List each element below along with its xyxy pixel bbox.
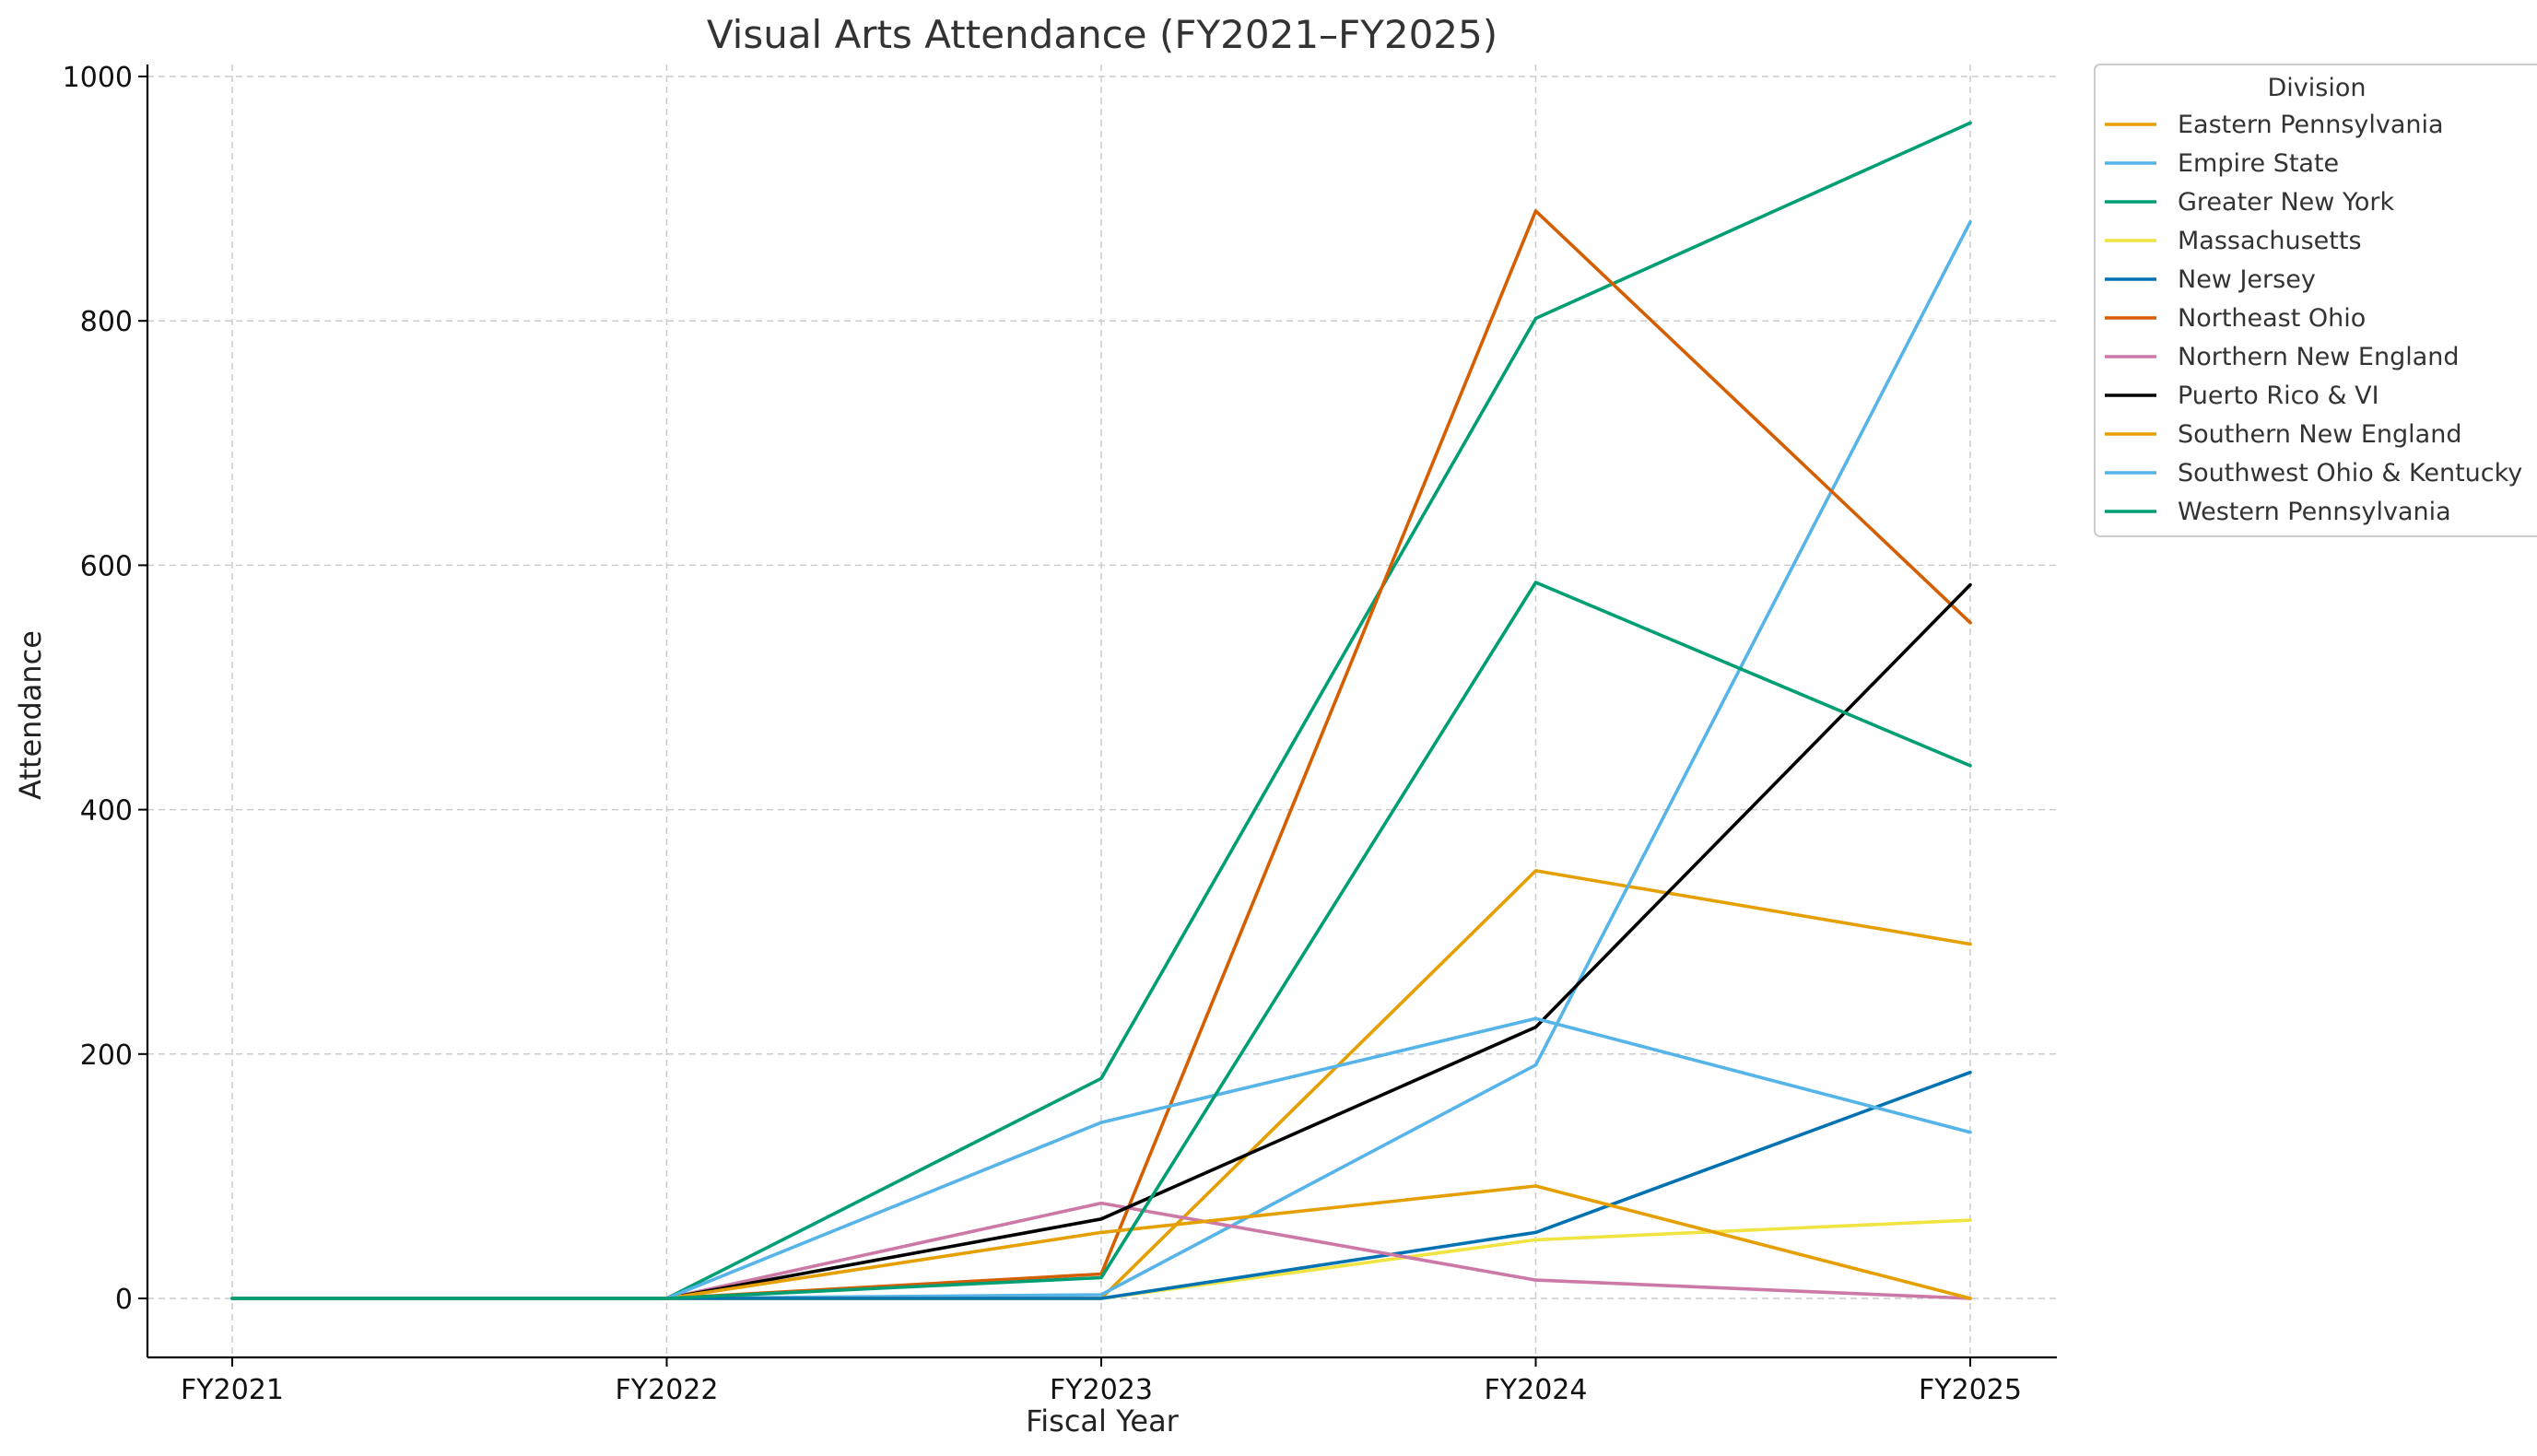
- legend: Division Eastern Pennsylvania Empire Stat…: [2094, 64, 2537, 537]
- x-tick-label: FY2023: [1050, 1374, 1153, 1406]
- legend-label-northeast-ohio: Northeast Ohio: [2178, 304, 2366, 333]
- legend-title: Division: [2268, 74, 2367, 102]
- legend-box: [2094, 64, 2537, 537]
- series-layer: [230, 121, 1972, 1300]
- legend-label-puerto-rico-vi: Puerto Rico & VI: [2178, 382, 2379, 410]
- y-tick-label: 800: [80, 306, 133, 338]
- y-tick-label: 200: [80, 1039, 133, 1072]
- legend-label-northern-new-england: Northern New England: [2178, 343, 2460, 371]
- x-tick-label: FY2024: [1485, 1374, 1588, 1406]
- legend-label-southwest-ohio-kentucky: Southwest Ohio & Kentucky: [2178, 459, 2522, 487]
- x-tick-label: FY2025: [1919, 1374, 2022, 1406]
- legend-label-new-jersey: New Jersey: [2178, 265, 2316, 294]
- legend-label-southern-new-england: Southern New England: [2178, 420, 2461, 449]
- y-tick-label: 600: [80, 550, 133, 582]
- legend-label-greater-new-york: Greater New York: [2178, 188, 2394, 217]
- x-tick-label: FY2021: [181, 1374, 284, 1406]
- x-tick-label: FY2022: [616, 1374, 719, 1406]
- legend-label-eastern-pennsylvania: Eastern Pennsylvania: [2178, 111, 2444, 139]
- series-line-empire-state: [230, 220, 1972, 1300]
- y-tick-label: 1000: [63, 62, 133, 94]
- gridlines: [147, 65, 2057, 1357]
- legend-label-empire-state: Empire State: [2178, 149, 2339, 178]
- y-tick-label: 0: [115, 1284, 133, 1316]
- legend-label-massachusetts: Massachusetts: [2178, 227, 2362, 255]
- y-tick-label: 400: [80, 795, 133, 828]
- chart-title: Visual Arts Attendance (FY2021–FY2025): [707, 12, 1498, 57]
- y-axis-label: Attendance: [13, 630, 48, 800]
- legend-label-western-pennsylvania: Western Pennsylvania: [2178, 498, 2451, 526]
- x-axis-label: Fiscal Year: [1026, 1403, 1180, 1438]
- legend-items: Eastern Pennsylvania Empire State Greater …: [2105, 111, 2522, 526]
- series-line-western-pennsylvania: [230, 581, 1972, 1300]
- axes: FY2021 FY2022 FY2023 FY2024 FY2025 0 200 400 600…: [63, 62, 2057, 1406]
